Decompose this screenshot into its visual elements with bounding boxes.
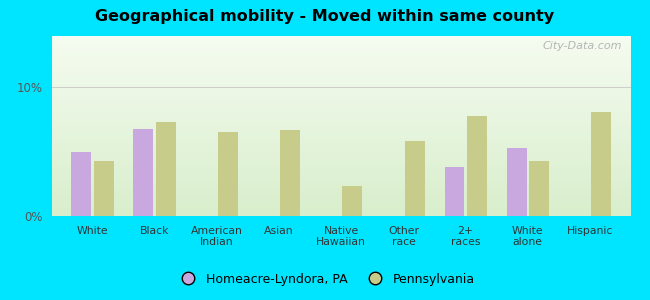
Bar [405,141,424,216]
Bar [133,129,153,216]
Bar [592,112,611,216]
Bar [507,148,526,216]
Bar [280,130,300,216]
Bar [445,167,464,216]
Legend: Homeacre-Lyndora, PA, Pennsylvania: Homeacre-Lyndora, PA, Pennsylvania [170,268,480,291]
Bar [94,161,114,216]
Bar [218,132,238,216]
Text: Geographical mobility - Moved within same county: Geographical mobility - Moved within sam… [96,9,554,24]
Bar [156,122,176,216]
Bar [343,186,363,216]
Text: City-Data.com: City-Data.com [542,41,622,51]
Bar [467,116,487,216]
Bar [72,152,91,216]
Bar [529,161,549,216]
